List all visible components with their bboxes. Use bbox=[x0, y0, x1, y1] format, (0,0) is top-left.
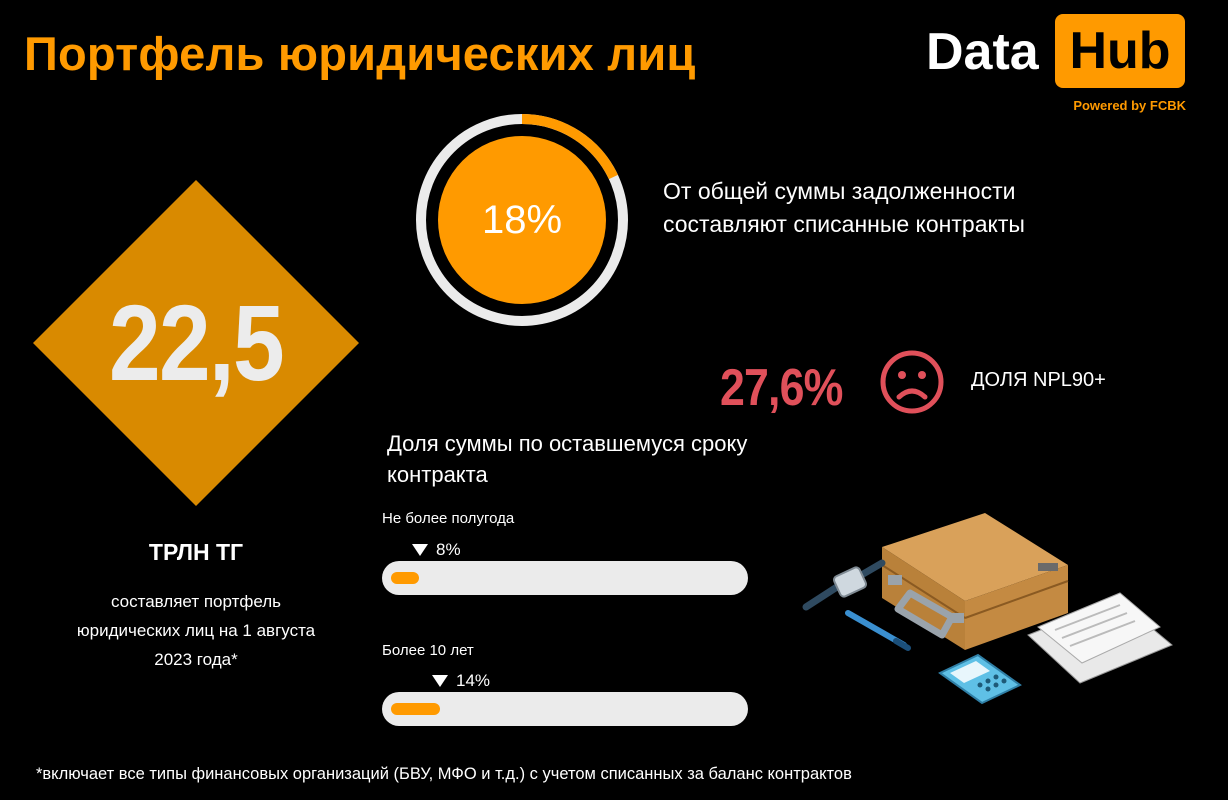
logo-data-text: Data bbox=[926, 23, 1039, 81]
term-heading: Доля суммы по оставшемуся сроку контракт… bbox=[387, 431, 748, 487]
bar-value-ten-years-text: 14% bbox=[456, 671, 491, 690]
logo-hub-text: Hub bbox=[1069, 22, 1171, 80]
bar-track-half-year bbox=[382, 561, 748, 595]
npl-label: ДОЛЯ NPL90+ bbox=[971, 369, 1106, 391]
briefcase-illustration bbox=[802, 513, 1173, 705]
written-off-description: От общей суммы задолженности составляют … bbox=[663, 178, 1025, 237]
portfolio-description: составляет портфель юридических лиц на 1… bbox=[76, 592, 316, 669]
bar-track-ten-years bbox=[382, 692, 748, 726]
bar-label-half-year: Не более полугода bbox=[382, 510, 515, 527]
written-off-percent: 18% bbox=[481, 197, 563, 242]
bar-fill-half-year bbox=[391, 572, 419, 584]
portfolio-unit: ТРЛН ТГ bbox=[148, 539, 244, 565]
watch-icon bbox=[802, 559, 886, 611]
triangle-down-icon bbox=[432, 675, 448, 687]
portfolio-value: 22,5 bbox=[109, 282, 285, 403]
calculator-icon bbox=[938, 653, 1022, 705]
triangle-down-icon bbox=[412, 544, 428, 556]
bar-value-ten-years: 14% bbox=[432, 671, 490, 691]
portfolio-diamond bbox=[33, 180, 359, 506]
bar-label-ten-years: Более 10 лет bbox=[382, 642, 474, 659]
npl-value: 27,6% bbox=[720, 359, 843, 417]
bar-value-half-year: 8% bbox=[412, 540, 461, 560]
donut-center bbox=[438, 136, 606, 304]
page-title: Портфель юридических лиц bbox=[24, 27, 696, 80]
logo-hub-badge: Hub bbox=[1055, 14, 1185, 88]
donut-arc bbox=[416, 114, 628, 326]
briefcase-icon bbox=[881, 513, 1069, 650]
bar-value-half-year-text: 8% bbox=[436, 540, 461, 559]
written-off-donut bbox=[416, 114, 628, 326]
footnote: *включает все типы финансовых организаци… bbox=[36, 765, 852, 783]
pen-icon bbox=[845, 610, 911, 651]
logo-powered-by: Powered by FCBK bbox=[1073, 98, 1186, 113]
bar-fill-ten-years bbox=[391, 703, 440, 715]
sad-face-icon bbox=[880, 350, 944, 414]
papers-icon bbox=[1027, 592, 1173, 684]
